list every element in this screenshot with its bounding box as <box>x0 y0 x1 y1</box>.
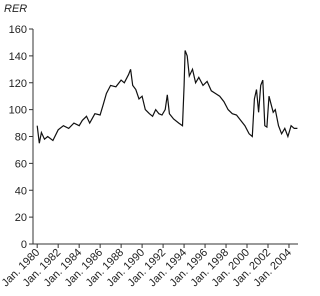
y-tick-label: 20 <box>15 212 27 224</box>
y-tick-label: 100 <box>9 105 27 117</box>
y-tick-label: 40 <box>15 185 27 197</box>
y-tick-label: 160 <box>9 24 27 36</box>
y-tick-label: 60 <box>15 158 27 170</box>
y-tick-label: 140 <box>9 51 27 63</box>
line <box>36 50 298 144</box>
y-tick-label: 120 <box>9 78 27 90</box>
y-axis-label: RER <box>4 3 27 15</box>
y-tick-label: 0 <box>21 239 27 251</box>
y-tick-label: 80 <box>15 132 27 144</box>
